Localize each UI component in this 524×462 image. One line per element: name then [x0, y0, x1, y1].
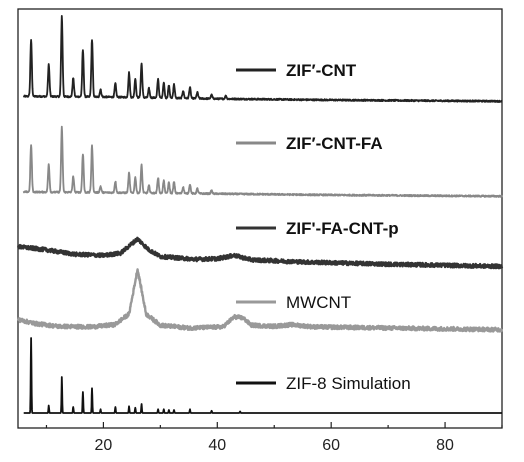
x-tick-label-20: 20: [95, 437, 113, 454]
x-tick-label-60: 60: [322, 437, 340, 454]
legend-label-2: ZIF′-CNT-FA: [286, 134, 383, 153]
legend: ZIF′-CNT ZIF′-CNT-FA ZIF'-FA-CNT-p MWCNT ZIF…: [236, 61, 411, 393]
series-line-1: [22, 15, 503, 103]
x-axis: 20 40 60 80: [45, 422, 503, 454]
series-line-4: [17, 268, 503, 333]
traces: [17, 15, 504, 414]
x-tick-label-80: 80: [436, 437, 454, 454]
legend-label-1: ZIF′-CNT: [286, 61, 357, 80]
plot-frame: [17, 8, 503, 429]
legend-label-3: ZIF'-FA-CNT-p: [286, 219, 399, 238]
legend-label-4: MWCNT: [286, 293, 351, 312]
series-line-3: [17, 236, 504, 270]
legend-label-5: ZIF-8 Simulation: [286, 374, 411, 393]
series-line-5: [23, 337, 503, 414]
series-line-2: [22, 125, 503, 198]
x-tick-label-40: 40: [208, 437, 226, 454]
